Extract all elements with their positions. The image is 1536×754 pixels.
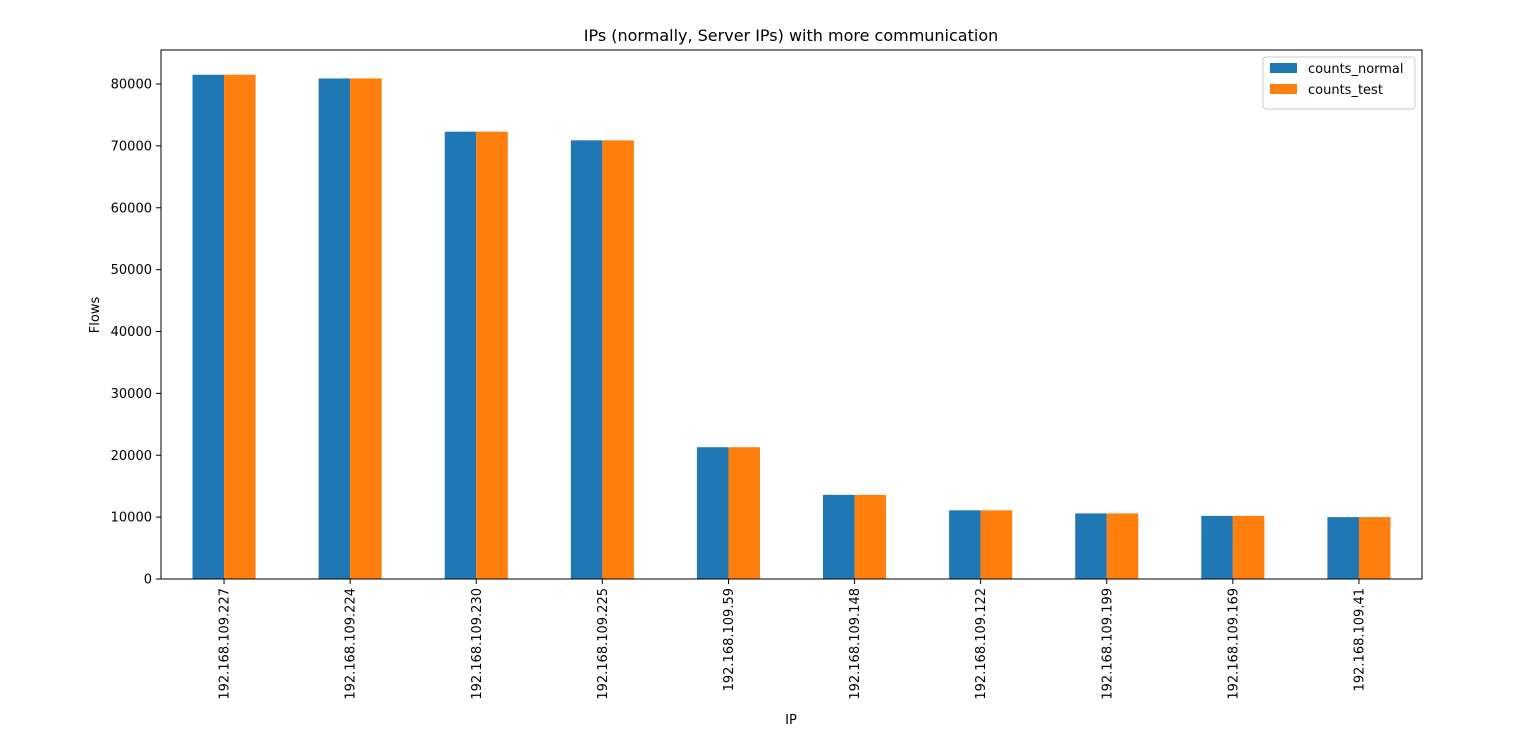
bar-counts-normal-7	[1075, 513, 1107, 579]
plot-area	[192, 74, 1391, 580]
x-tick-label: 192.168.109.59	[722, 588, 737, 691]
bar-counts-test-2	[476, 131, 508, 580]
legend-swatch-counts-normal	[1270, 63, 1297, 73]
bar-counts-normal-1	[318, 78, 351, 579]
y-axis-label: Flows	[88, 297, 103, 334]
plot-frame	[160, 49, 1423, 580]
bar-counts-normal-5	[823, 494, 855, 579]
bar-counts-test-1	[350, 78, 382, 579]
y-tick-label: 60000	[111, 201, 152, 216]
x-tick-label: 192.168.109.230	[470, 588, 485, 700]
y-tick-label: 40000	[111, 325, 152, 340]
bar-counts-test-0	[224, 74, 256, 579]
bar-counts-test-8	[1232, 515, 1265, 579]
y-tick-label: 0	[144, 573, 152, 588]
bar-counts-normal-0	[192, 74, 225, 579]
bar-counts-normal-6	[949, 510, 981, 579]
y-tick-label: 50000	[111, 263, 152, 278]
x-tick-label: 192.168.109.225	[596, 588, 611, 700]
bar-counts-test-4	[728, 447, 760, 579]
bar-counts-test-3	[602, 140, 634, 580]
y-tick-label: 30000	[111, 387, 152, 402]
x-tick-label: 192.168.109.227	[218, 588, 233, 700]
x-tick-label: 192.168.109.122	[974, 588, 989, 700]
chart-title: IPs (normally, Server IPs) with more com…	[584, 26, 999, 45]
legend-label-counts-test: counts_test	[1308, 83, 1383, 98]
bar-counts-test-9	[1358, 517, 1391, 579]
y-tick-label: 10000	[111, 511, 152, 526]
legend-label-counts-normal: counts_normal	[1308, 62, 1404, 77]
y-tick-label: 70000	[111, 139, 152, 154]
bar-counts-normal-4	[696, 447, 729, 579]
bar-counts-normal-8	[1201, 515, 1233, 579]
y-tick-label: 20000	[111, 449, 152, 464]
bar-counts-test-7	[1106, 513, 1139, 579]
bar-counts-test-5	[854, 494, 887, 579]
x-tick-label: 192.168.109.199	[1100, 588, 1115, 700]
x-tick-label: 192.168.109.224	[344, 588, 359, 700]
bar-counts-normal-3	[570, 140, 603, 580]
x-axis: 192.168.109.227 192.168.109.224 192.168.10…	[218, 579, 1367, 700]
legend: counts_normal counts_test	[1262, 56, 1416, 110]
y-tick-label: 80000	[111, 78, 152, 93]
bar-counts-normal-9	[1327, 517, 1359, 579]
x-axis-label: IP	[785, 713, 797, 728]
legend-swatch-counts-test	[1270, 84, 1297, 94]
x-tick-label: 192.168.109.169	[1226, 588, 1241, 700]
x-tick-label: 192.168.109.148	[848, 588, 863, 700]
legend-box	[1262, 56, 1416, 110]
bar-counts-test-6	[980, 510, 1013, 579]
y-axis: 0 10000 20000 30000 40000 50000 60000 70000 8000…	[111, 78, 161, 588]
x-tick-label: 192.168.109.41	[1352, 588, 1367, 691]
bar-counts-normal-2	[444, 131, 477, 580]
